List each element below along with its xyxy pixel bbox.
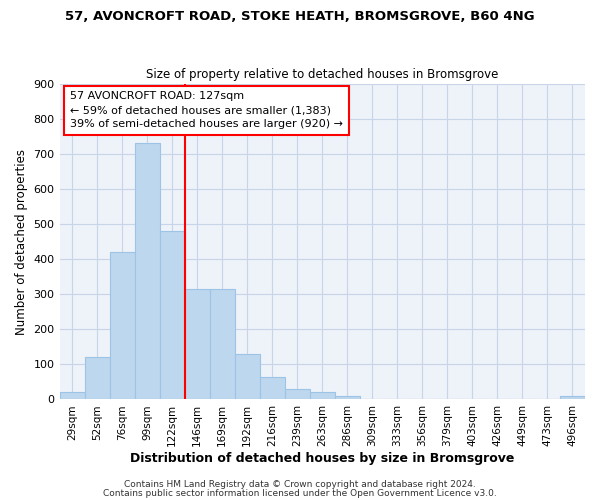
Text: 57 AVONCROFT ROAD: 127sqm
← 59% of detached houses are smaller (1,383)
39% of se: 57 AVONCROFT ROAD: 127sqm ← 59% of detac… bbox=[70, 92, 343, 130]
Bar bbox=[185, 289, 209, 400]
Y-axis label: Number of detached properties: Number of detached properties bbox=[15, 148, 28, 334]
Text: Contains HM Land Registry data © Crown copyright and database right 2024.: Contains HM Land Registry data © Crown c… bbox=[124, 480, 476, 489]
Bar bbox=[59, 392, 85, 400]
Bar bbox=[285, 389, 310, 400]
Text: 57, AVONCROFT ROAD, STOKE HEATH, BROMSGROVE, B60 4NG: 57, AVONCROFT ROAD, STOKE HEATH, BROMSGR… bbox=[65, 10, 535, 23]
Bar bbox=[260, 376, 285, 400]
Bar bbox=[209, 289, 235, 400]
X-axis label: Distribution of detached houses by size in Bromsgrove: Distribution of detached houses by size … bbox=[130, 452, 514, 465]
Bar bbox=[110, 252, 134, 400]
Text: Contains public sector information licensed under the Open Government Licence v3: Contains public sector information licen… bbox=[103, 488, 497, 498]
Bar bbox=[160, 231, 185, 400]
Title: Size of property relative to detached houses in Bromsgrove: Size of property relative to detached ho… bbox=[146, 68, 499, 81]
Bar bbox=[235, 354, 260, 400]
Bar bbox=[335, 396, 360, 400]
Bar bbox=[85, 358, 110, 400]
Bar bbox=[134, 143, 160, 400]
Bar bbox=[560, 396, 585, 400]
Bar bbox=[310, 392, 335, 400]
